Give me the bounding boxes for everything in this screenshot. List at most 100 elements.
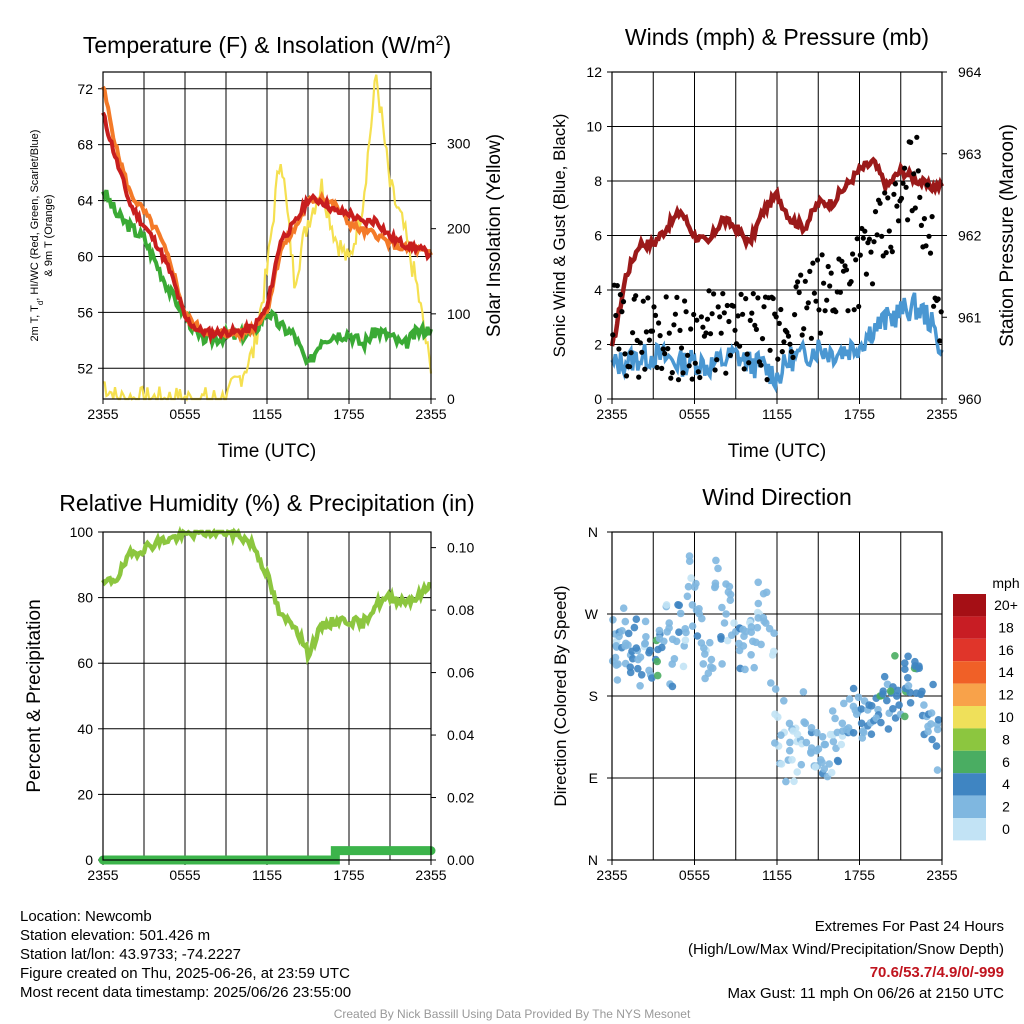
direction-point: [831, 714, 839, 723]
nine-m-temp-line: [101, 85, 433, 344]
direction-point: [700, 644, 708, 652]
direction-point: [838, 719, 847, 728]
direction-point: [788, 756, 796, 764]
direction-point: [674, 601, 682, 609]
direction-point: [645, 648, 653, 657]
direction-point: [934, 716, 943, 724]
direction-chart-xtick-label: 1155: [762, 867, 792, 883]
gust-point: [743, 296, 749, 302]
direction-point: [837, 740, 846, 749]
rh-chart-title: Relative Humidity (%) & Precipitation (i…: [59, 490, 474, 516]
gust-point: [619, 309, 625, 315]
wind-chart-ytick-right-label: 960: [958, 391, 982, 407]
direction-point: [676, 609, 685, 618]
gust-point: [715, 304, 721, 310]
gust-point: [613, 312, 619, 319]
direction-point: [904, 652, 912, 661]
gust-point: [822, 308, 828, 314]
direction-point: [901, 712, 909, 721]
gust-point: [717, 314, 723, 320]
direction-point: [857, 705, 866, 713]
direction-point: [826, 730, 835, 739]
gust-point: [905, 217, 911, 223]
gust-point: [785, 333, 792, 339]
gust-point: [848, 279, 854, 285]
gust-point: [784, 329, 790, 335]
rh-chart-xtick-label: 0555: [169, 867, 200, 883]
direction-point: [857, 719, 866, 728]
gust-point: [802, 278, 808, 284]
direction-point: [845, 695, 854, 703]
wind-chart-xtick-label: 1155: [762, 406, 792, 422]
wind-chart-xlabel: Time (UTC): [728, 441, 827, 462]
gust-point: [691, 311, 697, 318]
gust-point: [902, 165, 908, 171]
gust-point: [665, 346, 671, 352]
direction-point: [739, 642, 748, 650]
gust-point: [868, 249, 874, 255]
direction-point: [726, 590, 735, 599]
gust-point: [643, 329, 650, 335]
gust-point: [720, 291, 726, 297]
gust-point: [775, 356, 781, 362]
direction-chart-xtick-label: 2355: [926, 867, 957, 883]
wind-chart-border: [611, 71, 943, 400]
direction-point: [769, 647, 778, 656]
direction-point: [793, 768, 801, 776]
gust-point: [639, 349, 645, 355]
gust-point: [645, 295, 651, 301]
gust-point: [659, 365, 665, 371]
direction-point: [906, 699, 915, 707]
direction-point: [917, 690, 925, 699]
direction-point: [793, 730, 802, 739]
legend-swatch: [953, 750, 986, 774]
gust-point: [657, 333, 663, 339]
direction-point: [807, 724, 816, 732]
direction-point: [720, 619, 729, 627]
gust-point: [698, 314, 705, 320]
gust-point: [799, 332, 805, 338]
gust-point: [732, 327, 738, 333]
gust-point: [935, 296, 941, 302]
direction-chart-ytick-label: N: [588, 852, 598, 868]
gust-point: [894, 203, 900, 209]
gust-point: [912, 205, 918, 211]
direction-point: [687, 574, 695, 582]
legend-label: 14: [998, 664, 1014, 680]
direction-point: [747, 628, 756, 636]
legend-label: 6: [1002, 754, 1010, 770]
direction-point: [820, 765, 829, 773]
direction-point: [634, 664, 642, 673]
gust-point: [685, 352, 691, 358]
gust-point: [917, 194, 923, 200]
legend-swatch: [953, 795, 986, 818]
legend-label: 12: [998, 687, 1014, 703]
direction-point: [767, 679, 775, 687]
gust-point: [662, 351, 668, 357]
temp-chart-ylabel-left-2: & 9m T (Orange): [43, 194, 55, 276]
gust-point: [883, 250, 889, 256]
gust-point: [828, 270, 834, 276]
gust-point: [610, 332, 616, 338]
gust-point: [737, 343, 743, 349]
gust-point: [885, 195, 891, 201]
direction-point: [785, 719, 794, 728]
direction-chart-ytick-label: E: [589, 770, 598, 786]
gust-point: [879, 233, 885, 239]
direction-point: [609, 616, 617, 624]
gust-point: [813, 298, 819, 304]
direction-point: [859, 727, 867, 735]
direction-point: [771, 739, 779, 747]
direction-point: [684, 582, 693, 591]
direction-point: [886, 687, 895, 695]
gust-point: [779, 349, 785, 355]
gust-point: [764, 377, 770, 383]
direction-chart-xtick-label: 2355: [596, 867, 627, 883]
direction-chart-ytick-label: N: [588, 524, 598, 540]
temp-chart-ytick-right-label: 200: [447, 221, 471, 237]
gust-point: [790, 354, 796, 360]
gust-point: [767, 347, 773, 353]
extremes-title: Extremes For Past 24 Hours: [814, 918, 1004, 935]
gust-point: [692, 360, 698, 366]
footer-location: Location: Newcomb: [20, 908, 152, 925]
